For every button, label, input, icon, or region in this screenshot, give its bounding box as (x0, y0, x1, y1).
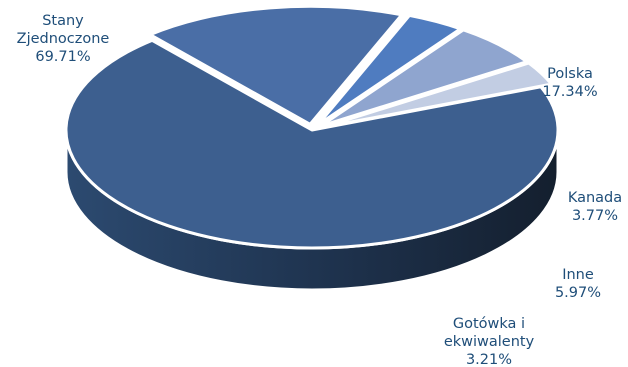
slice-label-2: Polska 17.34% (542, 66, 597, 100)
slice-label-4: Inne 5.97% (555, 267, 601, 301)
slice-value-text: 3.77% (572, 208, 618, 224)
slice-label-3: Kanada 3.77% (568, 190, 622, 224)
slice-label-1: Stany Zjednoczone 69.71% (17, 13, 110, 65)
slice-label-text: Inne (562, 267, 594, 283)
pie-slice-5 (321, 61, 554, 129)
slice-label-5: Gotówka i ekwiwalenty 3.21% (444, 316, 535, 367)
slice-label-text: Stany (42, 13, 84, 29)
pie-slice-3 (316, 13, 462, 127)
slice-label-text: ekwiwalenty (444, 334, 535, 350)
slice-label-text: Gotówka i (453, 316, 525, 332)
pie-slice-1 (64, 38, 560, 250)
slice-label-text: Polska (547, 66, 593, 82)
slice-value-text: 3.21% (466, 352, 512, 367)
pie-slice-2 (148, 4, 404, 126)
slice-label-text: Kanada (568, 190, 622, 206)
slice-value-text: 17.34% (542, 84, 597, 100)
slice-label-text: Zjednoczone (17, 31, 110, 47)
slice-value-text: 69.71% (35, 49, 90, 65)
pie-slice-4 (319, 28, 529, 128)
slice-value-text: 5.97% (555, 285, 601, 301)
